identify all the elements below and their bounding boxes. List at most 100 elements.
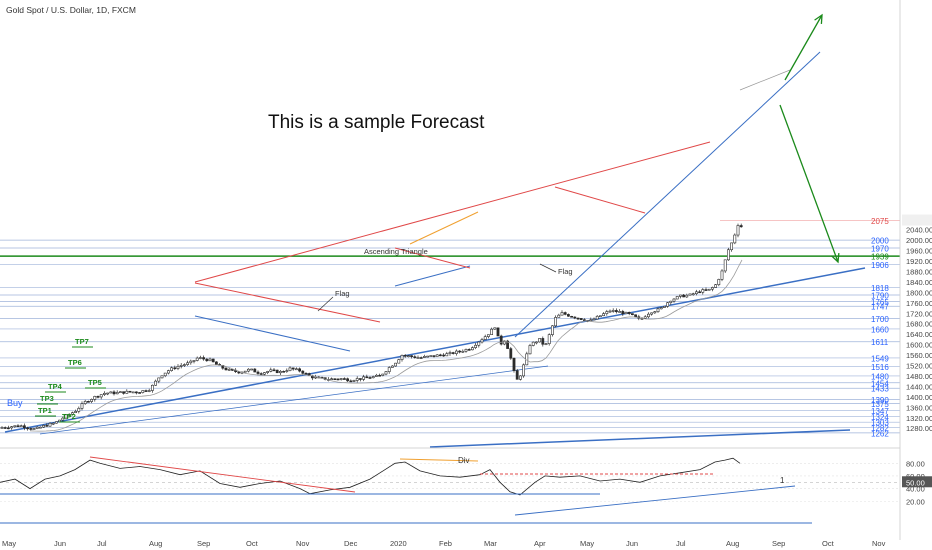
osc-trendline [514, 485, 796, 516]
osc-div-orange-line [399, 458, 479, 462]
candle-body [496, 327, 500, 337]
candle-body [202, 357, 206, 360]
candle-body [499, 335, 503, 345]
candle-body [566, 314, 570, 317]
level-label: 1454 [871, 379, 889, 388]
x-tick-label: Jun [626, 539, 638, 548]
candle-body [301, 370, 305, 374]
candle-body [736, 225, 740, 236]
candle-body [215, 361, 218, 365]
osc-marker-label: 1 [780, 476, 785, 485]
candle-body [704, 289, 708, 291]
level-label: 1282 [871, 424, 889, 433]
flag-leader-line [317, 296, 334, 312]
level-label: 1347 [871, 407, 889, 416]
candle-body [506, 340, 510, 349]
candle-body [486, 334, 490, 337]
candle-body [701, 289, 705, 293]
candle-body [394, 362, 398, 367]
symbol-title: Gold Spot / U.S. Dollar, 1D, FXCM [6, 5, 136, 15]
level-label: 1480 [871, 372, 889, 381]
x-tick-label: Nov [296, 539, 310, 548]
y-tick-label: 1840.00 [906, 278, 932, 287]
candle-body [710, 287, 714, 290]
candle-body [730, 242, 734, 251]
candle-body [99, 394, 103, 398]
candle-body [144, 390, 148, 392]
candle-body [352, 380, 356, 382]
y-tick-label: 1720.00 [906, 309, 932, 318]
triangle-upper-line [394, 247, 471, 269]
forecast-up-arrow-head [814, 13, 823, 25]
candle-body [58, 419, 62, 422]
candle-body [714, 284, 718, 288]
candle-body [720, 270, 724, 280]
candle-body [381, 373, 385, 376]
candle-body [461, 350, 465, 353]
lower-support-line [429, 429, 851, 448]
candle-body [614, 310, 618, 313]
candle-body [413, 356, 417, 358]
candle-body [451, 352, 455, 354]
candle-body [294, 368, 298, 371]
candle-body [282, 371, 286, 373]
tp-label: TP3 [40, 394, 54, 403]
candle-body [71, 412, 74, 415]
osc-y-tick-label: 20.00 [906, 497, 925, 506]
candle-body [48, 422, 52, 427]
buy-label: Buy [7, 398, 23, 408]
candle-body [195, 357, 199, 361]
candle-body [368, 377, 372, 379]
candle-body [54, 421, 58, 424]
candle-body [138, 392, 142, 394]
candle-body [685, 294, 689, 298]
candle-body [266, 371, 270, 373]
candle-body [13, 425, 17, 428]
candle-body [250, 368, 254, 371]
candle-body [42, 425, 46, 428]
candle-body [45, 425, 49, 427]
candle-body [365, 376, 369, 379]
osc-divergence-line [89, 456, 356, 493]
candle-body [608, 310, 612, 313]
forecast-down-arrow-head [831, 252, 840, 264]
triangle-orange-line [409, 211, 479, 245]
y-tick-label: 1480.00 [906, 372, 932, 381]
candle-body [291, 367, 295, 370]
moving-average-line [29, 259, 743, 432]
candle-body [333, 378, 337, 381]
candle-body [208, 358, 212, 362]
y-tick-label: 2000.00 [906, 236, 932, 245]
candle-body [346, 378, 350, 382]
candle-body [435, 354, 439, 357]
forecast-text: This is a sample Forecast [268, 112, 485, 133]
flag2-upper-line [554, 186, 646, 214]
candle-body [378, 374, 382, 377]
candle-body [432, 355, 436, 357]
candle-body [3, 427, 7, 429]
candle-body [656, 308, 660, 313]
candle-body [467, 349, 471, 351]
candle-body [528, 345, 532, 355]
candle-body [419, 357, 423, 359]
candle-body [64, 414, 68, 419]
candle-body [115, 392, 119, 395]
tp-label: TP2 [62, 412, 76, 421]
candle-body [723, 259, 727, 272]
x-tick-label: May [580, 539, 594, 548]
x-tick-label: Sep [197, 539, 210, 548]
level-label: 1433 [871, 385, 889, 394]
price-badge [902, 214, 932, 226]
candle-body [199, 357, 202, 359]
candle-body [355, 378, 359, 381]
candle-body [694, 291, 698, 295]
tp-label: TP1 [38, 406, 52, 415]
x-tick-label: Jun [54, 539, 66, 548]
candle-body [426, 355, 430, 358]
candle-body [477, 341, 481, 346]
level-label: 1818 [871, 284, 889, 293]
y-tick-label: 2040.00 [906, 226, 932, 235]
candle-body [247, 368, 250, 372]
x-tick-label: 2020 [390, 539, 407, 548]
